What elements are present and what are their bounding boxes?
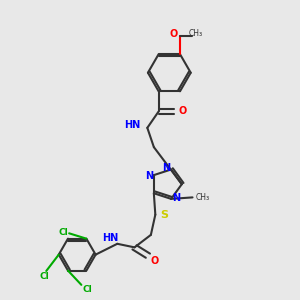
Text: O: O — [178, 106, 187, 116]
Text: CH₃: CH₃ — [188, 29, 203, 38]
Text: HN: HN — [102, 233, 118, 243]
Text: Cl: Cl — [39, 272, 49, 281]
Text: N: N — [162, 163, 170, 173]
Text: Cl: Cl — [58, 228, 68, 237]
Text: O: O — [150, 256, 158, 266]
Text: CH₃: CH₃ — [196, 193, 210, 202]
Text: N: N — [145, 171, 153, 181]
Text: HN: HN — [124, 120, 141, 130]
Text: S: S — [160, 210, 168, 220]
Text: Cl: Cl — [82, 284, 92, 293]
Text: N: N — [172, 193, 180, 203]
Text: O: O — [169, 29, 178, 39]
